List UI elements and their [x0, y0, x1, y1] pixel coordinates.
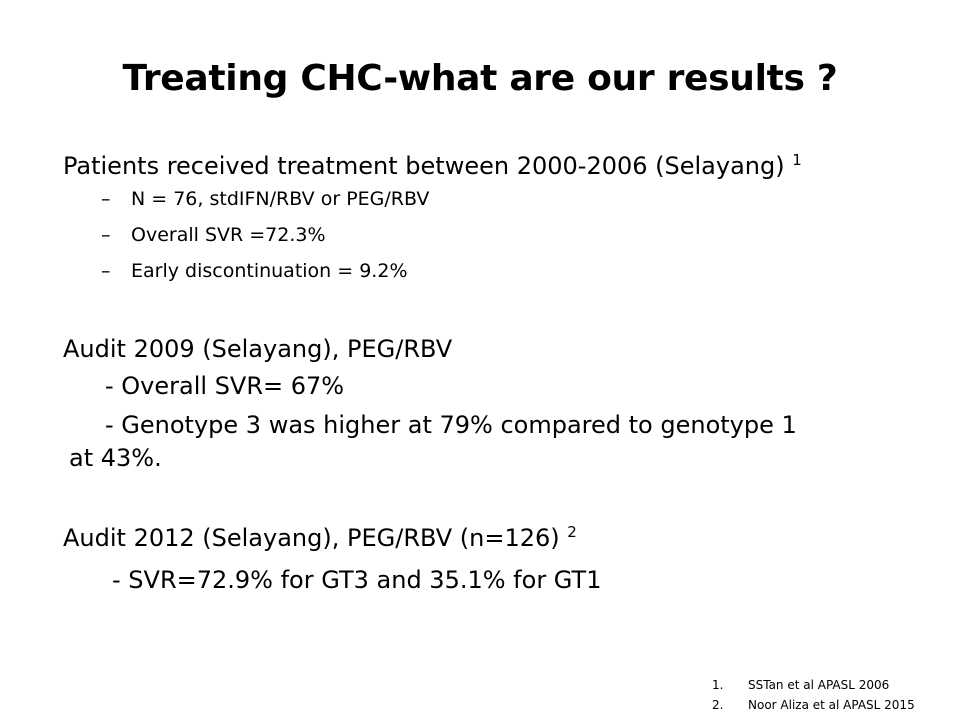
reference-text: Noor Aliza et al APASL 2015 [748, 698, 915, 712]
slide-title: Treating CHC-what are our results ? [122, 58, 838, 99]
reference-item: 1. SSTan et al APASL 2006 [712, 675, 915, 695]
dash-marker: – [101, 260, 111, 282]
section3-ref: 2 [567, 523, 577, 541]
section1-heading: Patients received treatment between 2000… [63, 152, 785, 180]
bullet-item: – Early discontinuation = 9.2% [101, 260, 408, 282]
section3-item-svr: - SVR=72.9% for GT3 and 35.1% for GT1 [112, 566, 602, 594]
bullet-item: – Overall SVR =72.3% [101, 224, 326, 246]
reference-number: 2. [712, 698, 724, 712]
section2-item-overall: - Overall SVR= 67% [105, 372, 345, 400]
section2-item-genotype-cont: at 43%. [69, 444, 162, 472]
bullet-text: N = 76, stdIFN/RBV or PEG/RBV [131, 188, 430, 210]
dash-marker: – [101, 188, 111, 210]
section2-heading: Audit 2009 (Selayang), PEG/RBV [63, 335, 453, 363]
section2-item-genotype: - Genotype 3 was higher at 79% compared … [105, 411, 797, 439]
reference-item: 2. Noor Aliza et al APASL 2015 [712, 695, 915, 715]
bullet-text: Overall SVR =72.3% [131, 224, 326, 246]
section1-ref: 1 [792, 151, 802, 169]
reference-text: SSTan et al APASL 2006 [748, 678, 890, 692]
section3-heading: Audit 2012 (Selayang), PEG/RBV (n=126) [63, 524, 560, 552]
bullet-item: – N = 76, stdIFN/RBV or PEG/RBV [101, 188, 429, 210]
section3-heading-line: Audit 2012 (Selayang), PEG/RBV (n=126) 2 [63, 524, 577, 552]
section1-heading-line: Patients received treatment between 2000… [63, 152, 802, 180]
reference-number: 1. [712, 678, 724, 692]
references-list: 1. SSTan et al APASL 2006 2. Noor Aliza et… [712, 675, 915, 715]
dash-marker: – [101, 224, 111, 246]
bullet-text: Early discontinuation = 9.2% [131, 260, 408, 282]
